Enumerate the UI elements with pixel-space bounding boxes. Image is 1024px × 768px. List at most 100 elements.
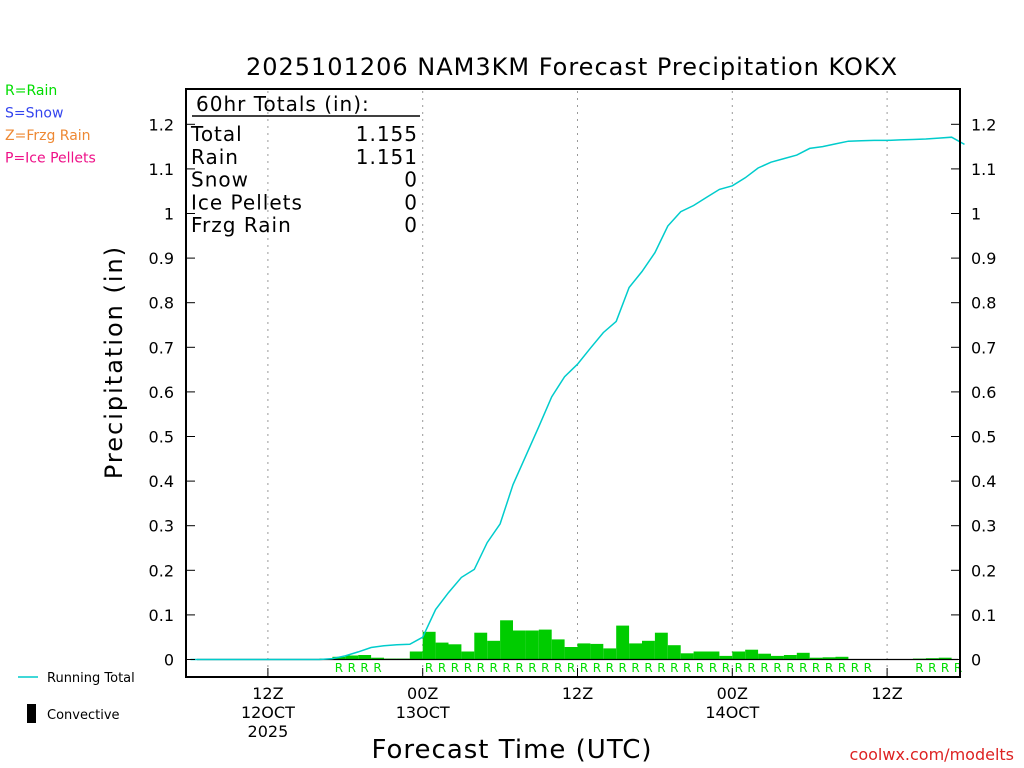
precip-bar (371, 657, 384, 660)
ptype-label-R: R (360, 661, 368, 675)
ptype-label-R: R (773, 661, 781, 675)
y-tick-label-right: 1.2 (971, 115, 996, 134)
totals-row-value: 0 (404, 213, 418, 237)
y-tick-label-right: 0.3 (971, 517, 996, 536)
y-tick-label-right: 0.6 (971, 383, 996, 402)
ptype-label-R: R (593, 661, 601, 675)
ptype-label-R: R (528, 661, 536, 675)
totals-box: 60hr Totals (in): Total 1.155 Rain 1.151 Sno… (190, 92, 420, 237)
precip-bar (551, 639, 565, 660)
convective-legend: Convective (27, 704, 120, 723)
ptype-label-R: R (760, 661, 768, 675)
ptype-label-R: R (683, 661, 691, 675)
x-tick-label: 2025 (248, 722, 289, 741)
x-tick-label: 12Z (252, 684, 283, 703)
y-tick-label-left: 0.6 (149, 383, 174, 402)
ptype-label-R: R (541, 661, 549, 675)
ptype-label-R: R (515, 661, 523, 675)
ptype-label-R: R (502, 661, 510, 675)
y-tick-label-left: 0.3 (149, 517, 174, 536)
y-tick-label-left: 0.2 (149, 561, 174, 580)
precip-bar (796, 652, 810, 660)
y-tick-label-left: 1.1 (149, 160, 174, 179)
ptype-label-R: R (941, 661, 949, 675)
y-tick-label-right: 0.4 (971, 472, 996, 491)
totals-row-value: 0 (404, 168, 418, 192)
precip-bar (474, 632, 488, 660)
precip-bar (771, 655, 784, 660)
y-tick-label-left: 0.4 (149, 472, 174, 491)
y-tick-label-left: 0 (164, 651, 174, 670)
y-axis-label: Precipitation (in) (100, 245, 128, 479)
ptype-legend-item: R=Rain (5, 83, 57, 99)
y-tick-label-left: 0.8 (149, 294, 174, 313)
precip-bar (809, 657, 823, 660)
x-tick-label: 13OCT (396, 703, 450, 722)
precip-bar (719, 655, 733, 660)
ptype-label-R: R (786, 661, 794, 675)
precip-bar (345, 655, 359, 660)
ptype-label-R: R (825, 661, 833, 675)
totals-rows: Total 1.155 Rain 1.151 Snow 0 Ice Pellets 0 Frzg… (190, 122, 418, 237)
hourly-bars (319, 620, 952, 660)
y-axis-left: 0 0.1 0.2 0.3 0.4 0.5 0.6 0.7 0.8 0.9 1 1.1 1.2 (149, 115, 195, 670)
ptype-label-R: R (864, 661, 872, 675)
precip-bar (435, 642, 449, 660)
y-tick-label-right: 0.1 (971, 606, 996, 625)
y-axis-right: 0 0.1 0.2 0.3 0.4 0.5 0.6 0.7 0.8 0.9 1 1.1 1.2 (951, 115, 996, 670)
ptype-label-R: R (657, 661, 665, 675)
ptype-label-R: R (348, 661, 356, 675)
x-axis-label: Forecast Time (UTC) (371, 735, 652, 765)
precip-bar (706, 651, 720, 660)
ptype-legend-item: Z=Frzg Rain (5, 128, 91, 144)
precip-bar (680, 653, 694, 660)
precip-bar (822, 657, 836, 660)
ptype-label-R: R (954, 661, 962, 675)
x-tick-label: 12Z (562, 684, 593, 703)
precip-bar (925, 658, 939, 660)
x-tick-label: 00Z (717, 684, 748, 703)
y-tick-label-left: 1.2 (149, 115, 174, 134)
precip-bar (513, 630, 526, 660)
totals-header: 60hr Totals (in): (196, 92, 370, 116)
precip-bar (525, 630, 539, 660)
precip-bar (745, 649, 759, 660)
ptype-label-R: R (606, 661, 614, 675)
ptype-label-R: R (838, 661, 846, 675)
precip-bar (654, 632, 668, 660)
ptype-label-R: R (928, 661, 936, 675)
precip-bar (783, 655, 797, 660)
precip-bar (732, 651, 746, 660)
ptype-label-R: R (373, 661, 381, 675)
precip-bar (358, 655, 372, 660)
precip-bar (938, 657, 952, 660)
ptype-label-R: R (490, 661, 498, 675)
precip-bar (538, 629, 552, 660)
precip-bar (461, 651, 475, 660)
ptype-label-R: R (631, 661, 639, 675)
totals-row-label: Total (190, 122, 243, 146)
precip-bar (603, 648, 617, 660)
precip-bar (835, 656, 849, 660)
precip-bar (500, 620, 513, 660)
ptype-label-R: R (735, 661, 743, 675)
ptype-label-R: R (670, 661, 678, 675)
ptype-label-R: R (915, 661, 923, 675)
precip-bar (448, 644, 462, 660)
y-tick-label-left: 0.7 (149, 338, 174, 357)
ptype-label-R: R (438, 661, 446, 675)
x-tick-label: 00Z (407, 684, 438, 703)
precip-bar (667, 645, 681, 660)
ptype-label-R: R (425, 661, 433, 675)
plot-frame (185, 88, 961, 678)
precip-bar (758, 653, 771, 660)
y-tick-label-left: 0.1 (149, 606, 174, 625)
ptype-label-R: R (335, 661, 343, 675)
y-tick-label-left: 1 (164, 205, 174, 224)
ptype-label-R: R (812, 661, 820, 675)
y-tick-label-right: 0.7 (971, 338, 996, 357)
x-tick-label: 12OCT (241, 703, 295, 722)
